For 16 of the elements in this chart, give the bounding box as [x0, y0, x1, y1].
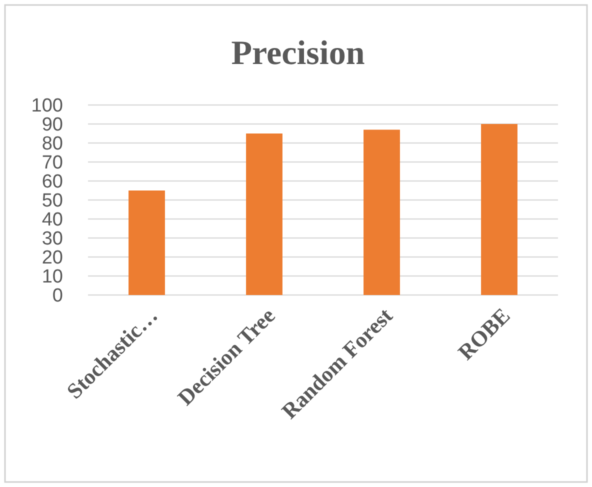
- bar: [364, 130, 400, 295]
- y-tick-label: 70: [42, 152, 63, 174]
- y-tick-label: 10: [42, 266, 63, 288]
- bar: [481, 124, 518, 295]
- y-tick-label: 60: [42, 172, 63, 193]
- y-tick-label: 20: [42, 248, 63, 269]
- y-tick-label: 40: [42, 210, 63, 231]
- bar: [246, 134, 282, 295]
- y-tick-label: 30: [42, 228, 63, 250]
- bar: [128, 190, 165, 295]
- y-tick-label: 50: [42, 190, 63, 212]
- y-tick-label: 100: [31, 96, 63, 117]
- y-tick-label: 90: [42, 114, 63, 136]
- y-tick-label: 0: [52, 286, 63, 307]
- y-tick-label: 80: [42, 134, 63, 155]
- chart-title: Precision: [231, 35, 365, 72]
